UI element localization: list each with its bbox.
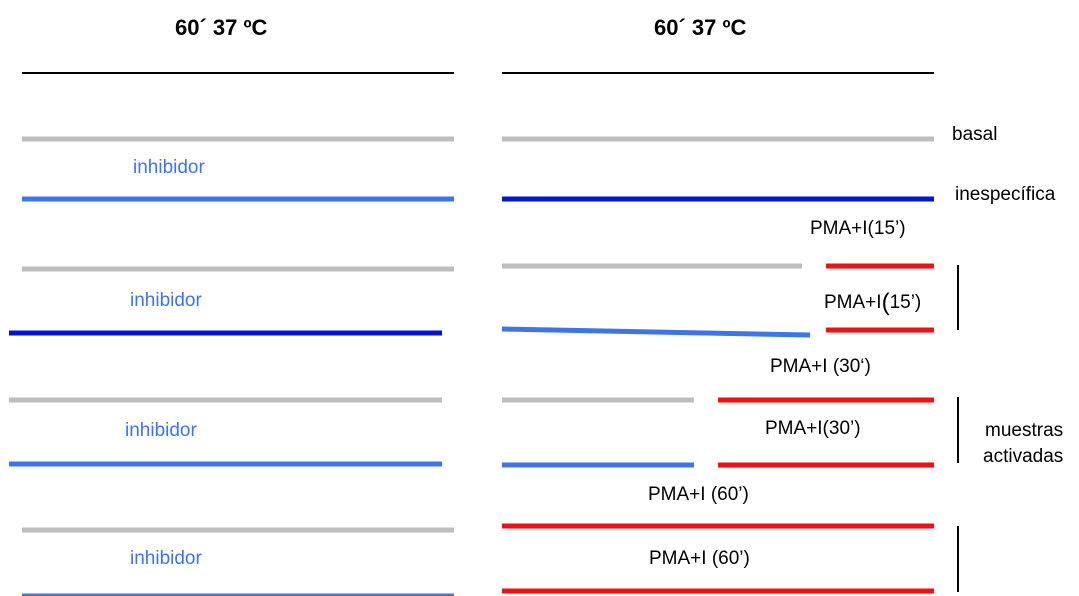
label-pma15-mid-prefix: PMA+I [824, 292, 882, 313]
label-pma15-mid-paren: ( [881, 289, 890, 316]
left-header: 60´ 37 ºC [175, 15, 268, 40]
label-pma30-top: PMA+I (30‘) [770, 356, 871, 377]
label-pma15-top: PMA+I(15’) [810, 218, 906, 239]
inhibitor-label-3: inhibidor [125, 420, 197, 441]
inhibitor-label-2: inhibidor [130, 290, 202, 311]
label-pma15-mid: PMA+I(15’) [824, 289, 922, 316]
label-inespecifica: inespecífica [955, 184, 1056, 205]
label-pma30-mid: PMA+I(30’) [765, 418, 861, 439]
label-pma15-mid-suffix: 15’) [889, 292, 922, 313]
right-header: 60´ 37 ºC [654, 15, 747, 40]
label-pma60-mid: PMA+I (60’) [649, 548, 750, 569]
right-band-blue-15 [501, 326, 811, 338]
label-activadas: activadas [983, 446, 1064, 467]
label-pma60-top: PMA+I (60’) [648, 484, 749, 505]
inhibitor-label-1: inhibidor [133, 157, 205, 178]
label-basal: basal [952, 124, 998, 145]
label-muestras: muestras [985, 420, 1064, 441]
inhibitor-label-4: inhibidor [130, 548, 202, 569]
